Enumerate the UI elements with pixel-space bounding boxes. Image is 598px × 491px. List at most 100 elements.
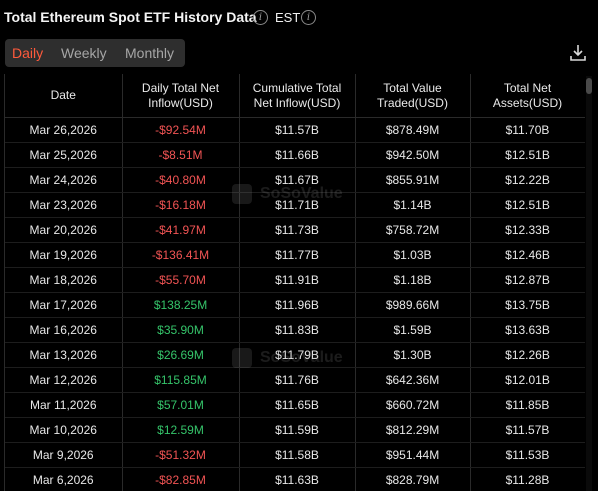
table-row: Mar 25,2026 -$8.51M $11.66B $942.50M $12.51B: [5, 142, 585, 168]
value-traded-cell: $1.18B: [355, 267, 471, 293]
header-date[interactable]: Date: [5, 74, 123, 118]
value-traded-cell: $660.72M: [355, 392, 471, 418]
date-cell: Mar 23,2026: [5, 192, 123, 218]
table-row: Mar 11,2026 $57.01M $11.65B $660.72M $11.85B: [5, 392, 585, 418]
net-assets-cell: $12.33B: [470, 217, 585, 243]
cumulative-inflow-cell: $11.67B: [239, 167, 356, 193]
table-row: Mar 23,2026 -$16.18M $11.71B $1.14B $12.51B: [5, 192, 585, 218]
title-info-icon[interactable]: i: [253, 10, 268, 25]
cumulative-inflow-cell: $11.91B: [239, 267, 356, 293]
net-inflow-cell: -$8.51M: [122, 142, 240, 168]
header-value-traded[interactable]: Total Value Traded(USD): [355, 74, 471, 118]
value-traded-cell: $989.66M: [355, 292, 471, 318]
table-row: Mar 13,2026 $26.69M $11.79B $1.30B $12.26B: [5, 342, 585, 368]
value-traded-cell: $1.30B: [355, 342, 471, 368]
net-inflow-cell: $115.85M: [122, 367, 240, 393]
net-inflow-cell: -$51.32M: [122, 442, 240, 468]
period-tabs: Daily Weekly Monthly: [5, 39, 185, 67]
date-cell: Mar 16,2026: [5, 317, 123, 343]
value-traded-cell: $1.03B: [355, 242, 471, 268]
net-assets-cell: $12.46B: [470, 242, 585, 268]
net-inflow-cell: $138.25M: [122, 292, 240, 318]
tab-monthly[interactable]: Monthly: [125, 45, 175, 61]
net-assets-cell: $11.28B: [470, 467, 585, 491]
date-cell: Mar 20,2026: [5, 217, 123, 243]
value-traded-cell: $855.91M: [355, 167, 471, 193]
page-header: Total Ethereum Spot ETF History Data i E…: [0, 0, 598, 36]
table-row: Mar 12,2026 $115.85M $11.76B $642.36M $12.01…: [5, 367, 585, 393]
net-assets-cell: $13.63B: [470, 317, 585, 343]
net-inflow-cell: -$40.80M: [122, 167, 240, 193]
table-row: Mar 18,2026 -$55.70M $11.91B $1.18B $12.87B: [5, 267, 585, 293]
net-assets-cell: $12.51B: [470, 192, 585, 218]
cumulative-inflow-cell: $11.65B: [239, 392, 356, 418]
net-assets-cell: $11.53B: [470, 442, 585, 468]
cumulative-inflow-cell: $11.71B: [239, 192, 356, 218]
tab-daily[interactable]: Daily: [12, 45, 44, 61]
cumulative-inflow-cell: $11.76B: [239, 367, 356, 393]
cumulative-inflow-cell: $11.73B: [239, 217, 356, 243]
value-traded-cell: $828.79M: [355, 467, 471, 491]
table-row: Mar 16,2026 $35.90M $11.83B $1.59B $13.63B: [5, 317, 585, 343]
date-cell: Mar 9,2026: [5, 442, 123, 468]
net-inflow-cell: -$82.85M: [122, 467, 240, 491]
table-row: Mar 19,2026 -$136.41M $11.77B $1.03B $12.46B: [5, 242, 585, 268]
timezone-info-icon[interactable]: i: [301, 10, 316, 25]
table-row: Mar 9,2026 -$51.32M $11.58B $951.44M $11.53B: [5, 442, 585, 468]
scrollbar-thumb[interactable]: [586, 78, 592, 94]
cumulative-inflow-cell: $11.83B: [239, 317, 356, 343]
cumulative-inflow-cell: $11.77B: [239, 242, 356, 268]
net-inflow-cell: $35.90M: [122, 317, 240, 343]
date-cell: Mar 13,2026: [5, 342, 123, 368]
net-assets-cell: $12.22B: [470, 167, 585, 193]
date-cell: Mar 24,2026: [5, 167, 123, 193]
table-row: Mar 10,2026 $12.59M $11.59B $812.29M $11.57B: [5, 417, 585, 443]
net-inflow-cell: $57.01M: [122, 392, 240, 418]
net-assets-cell: $12.87B: [470, 267, 585, 293]
cumulative-inflow-cell: $11.63B: [239, 467, 356, 491]
value-traded-cell: $642.36M: [355, 367, 471, 393]
date-cell: Mar 17,2026: [5, 292, 123, 318]
tab-weekly[interactable]: Weekly: [61, 45, 107, 61]
value-traded-cell: $878.49M: [355, 117, 471, 143]
date-cell: Mar 25,2026: [5, 142, 123, 168]
page-title: Total Ethereum Spot ETF History Data: [4, 9, 257, 25]
value-traded-cell: $942.50M: [355, 142, 471, 168]
date-cell: Mar 12,2026: [5, 367, 123, 393]
net-assets-cell: $11.70B: [470, 117, 585, 143]
table-row: Mar 24,2026 -$40.80M $11.67B $855.91M $12.22…: [5, 167, 585, 193]
header-net-inflow[interactable]: Daily Total Net Inflow(USD): [122, 74, 240, 118]
cumulative-inflow-cell: $11.58B: [239, 442, 356, 468]
vertical-scrollbar[interactable]: [586, 76, 592, 491]
net-inflow-cell: -$41.97M: [122, 217, 240, 243]
date-cell: Mar 11,2026: [5, 392, 123, 418]
net-inflow-cell: $12.59M: [122, 417, 240, 443]
header-cumulative-inflow[interactable]: Cumulative Total Net Inflow(USD): [239, 74, 356, 118]
net-assets-cell: $12.01B: [470, 367, 585, 393]
net-assets-cell: $11.57B: [470, 417, 585, 443]
cumulative-inflow-cell: $11.66B: [239, 142, 356, 168]
date-cell: Mar 18,2026: [5, 267, 123, 293]
cumulative-inflow-cell: $11.59B: [239, 417, 356, 443]
net-assets-cell: $12.26B: [470, 342, 585, 368]
download-icon[interactable]: [568, 43, 588, 63]
net-inflow-cell: -$136.41M: [122, 242, 240, 268]
etf-history-table: Date Daily Total Net Inflow(USD) Cumulat…: [4, 74, 585, 491]
net-inflow-cell: -$55.70M: [122, 267, 240, 293]
cumulative-inflow-cell: $11.57B: [239, 117, 356, 143]
table-row: Mar 26,2026 -$92.54M $11.57B $878.49M $11.70…: [5, 117, 585, 143]
cumulative-inflow-cell: $11.96B: [239, 292, 356, 318]
date-cell: Mar 6,2026: [5, 467, 123, 491]
table-body: Mar 26,2026 -$92.54M $11.57B $878.49M $11.70…: [5, 117, 585, 491]
header-net-assets[interactable]: Total Net Assets(USD): [470, 74, 585, 118]
date-cell: Mar 26,2026: [5, 117, 123, 143]
net-assets-cell: $11.85B: [470, 392, 585, 418]
value-traded-cell: $1.14B: [355, 192, 471, 218]
date-cell: Mar 19,2026: [5, 242, 123, 268]
table-row: Mar 20,2026 -$41.97M $11.73B $758.72M $12.33…: [5, 217, 585, 243]
cumulative-inflow-cell: $11.79B: [239, 342, 356, 368]
net-inflow-cell: -$92.54M: [122, 117, 240, 143]
table-row: Mar 6,2026 -$82.85M $11.63B $828.79M $11.28B: [5, 467, 585, 491]
value-traded-cell: $1.59B: [355, 317, 471, 343]
value-traded-cell: $758.72M: [355, 217, 471, 243]
